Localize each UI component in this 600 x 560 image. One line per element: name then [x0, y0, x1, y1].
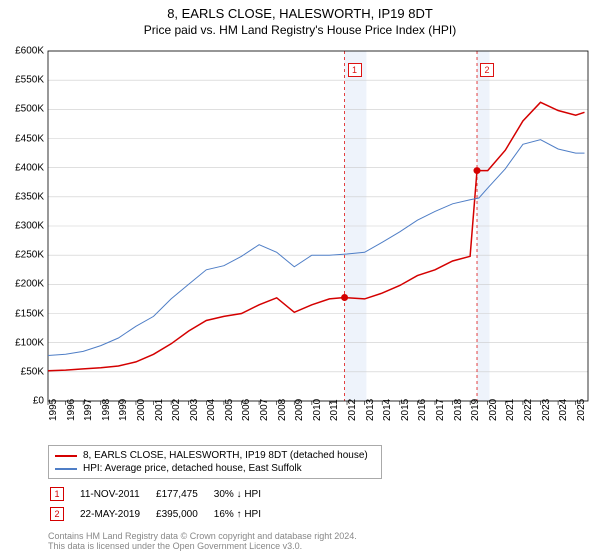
x-tick-label: 2003 [189, 399, 200, 421]
y-tick-label: £600K [4, 46, 44, 57]
legend-row-hpi: HPI: Average price, detached house, East… [55, 462, 375, 475]
x-tick-label: 2000 [136, 399, 147, 421]
x-tick-label: 2013 [365, 399, 376, 421]
x-tick-label: 2008 [277, 399, 288, 421]
event-num-1: 1 [50, 487, 64, 501]
legend-label-property: 8, EARLS CLOSE, HALESWORTH, IP19 8DT (de… [83, 450, 368, 461]
x-tick-label: 2004 [206, 399, 217, 421]
attribution-line2: This data is licensed under the Open Gov… [48, 541, 600, 551]
event-delta-1: 30% ↓ HPI [214, 485, 275, 503]
event-table: 1 11-NOV-2011 £177,475 30% ↓ HPI 2 22-MA… [48, 483, 277, 525]
y-tick-label: £500K [4, 104, 44, 115]
x-tick-label: 2020 [488, 399, 499, 421]
x-tick-label: 2014 [382, 399, 393, 421]
legend-swatch-hpi [55, 468, 77, 470]
price-chart: £0 £50K £100K £150K £200K £250K £300K £350K £400… [0, 41, 600, 441]
event-date-1: 11-NOV-2011 [80, 485, 154, 503]
event-row-2: 2 22-MAY-2019 £395,000 16% ↑ HPI [50, 505, 275, 523]
x-tick-label: 1996 [66, 399, 77, 421]
page-title: 8, EARLS CLOSE, HALESWORTH, IP19 8DT [0, 0, 600, 21]
x-tick-label: 2021 [505, 399, 516, 421]
x-tick-label: 2024 [558, 399, 569, 421]
x-tick-label: 2025 [576, 399, 587, 421]
x-tick-label: 2011 [329, 399, 340, 421]
legend-row-property: 8, EARLS CLOSE, HALESWORTH, IP19 8DT (de… [55, 449, 375, 462]
x-tick-label: 2017 [435, 399, 446, 421]
y-tick-label: £250K [4, 250, 44, 261]
x-tick-label: 2010 [312, 399, 323, 421]
x-tick-label: 2002 [171, 399, 182, 421]
x-tick-label: 2009 [294, 399, 305, 421]
event-price-1: £177,475 [156, 485, 212, 503]
y-tick-label: £450K [4, 133, 44, 144]
x-tick-label: 2016 [417, 399, 428, 421]
x-tick-label: 2023 [541, 399, 552, 421]
y-tick-label: £300K [4, 221, 44, 232]
x-tick-label: 2007 [259, 399, 270, 421]
y-tick-label: £100K [4, 337, 44, 348]
y-tick-label: £550K [4, 75, 44, 86]
event-marker: 2 [480, 63, 494, 77]
attribution-line1: Contains HM Land Registry data © Crown c… [48, 531, 600, 541]
y-tick-label: £400K [4, 162, 44, 173]
x-tick-label: 2001 [154, 399, 165, 421]
x-tick-label: 2015 [400, 399, 411, 421]
chart-svg [0, 41, 600, 441]
x-tick-label: 2022 [523, 399, 534, 421]
legend-label-hpi: HPI: Average price, detached house, East… [83, 463, 302, 474]
x-tick-label: 1997 [83, 399, 94, 421]
x-tick-label: 2006 [241, 399, 252, 421]
event-date-2: 22-MAY-2019 [80, 505, 154, 523]
legend-swatch-property [55, 455, 77, 457]
x-tick-label: 2019 [470, 399, 481, 421]
event-delta-2: 16% ↑ HPI [214, 505, 275, 523]
x-tick-label: 1995 [48, 399, 59, 421]
y-tick-label: £150K [4, 308, 44, 319]
event-price-2: £395,000 [156, 505, 212, 523]
event-marker: 1 [348, 63, 362, 77]
y-tick-label: £0 [4, 396, 44, 407]
y-tick-label: £200K [4, 279, 44, 290]
y-tick-label: £50K [4, 366, 44, 377]
legend: 8, EARLS CLOSE, HALESWORTH, IP19 8DT (de… [48, 445, 382, 479]
event-row-1: 1 11-NOV-2011 £177,475 30% ↓ HPI [50, 485, 275, 503]
x-tick-label: 1999 [118, 399, 129, 421]
event-num-2: 2 [50, 507, 64, 521]
x-tick-label: 2012 [347, 399, 358, 421]
y-tick-label: £350K [4, 191, 44, 202]
x-tick-label: 2005 [224, 399, 235, 421]
x-tick-label: 1998 [101, 399, 112, 421]
page-subtitle: Price paid vs. HM Land Registry's House … [0, 23, 600, 37]
x-tick-label: 2018 [453, 399, 464, 421]
